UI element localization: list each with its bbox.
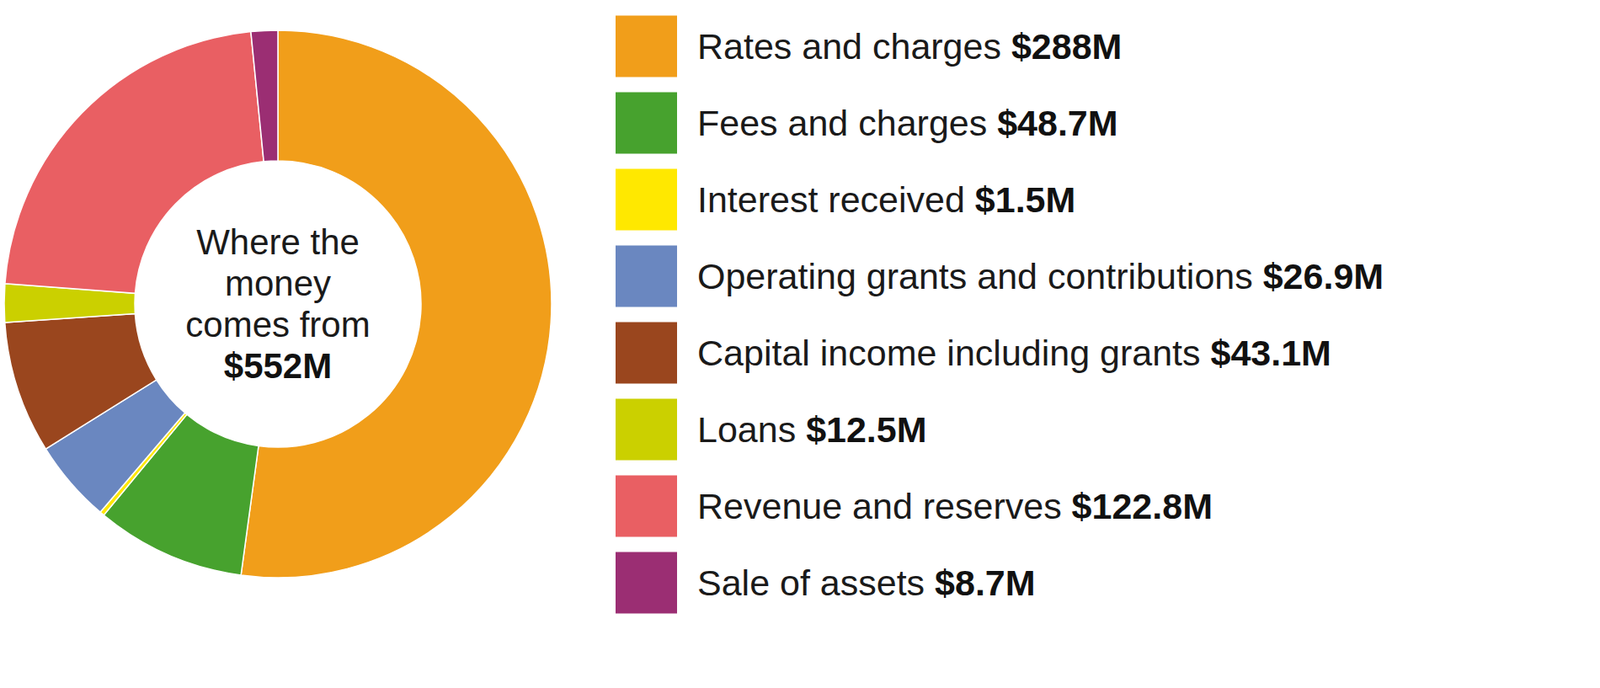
- legend-entry: Interest received $1.5M: [697, 179, 1076, 220]
- legend-label: Rates and charges: [697, 26, 1002, 67]
- legend-entry: Operating grants and contributions $26.9…: [697, 256, 1384, 297]
- legend-value: $8.7M: [934, 562, 1036, 603]
- legend-label: Loans: [697, 409, 796, 450]
- legend-entry: Revenue and reserves $122.8M: [697, 485, 1213, 527]
- legend-entry: Fees and charges $48.7M: [697, 102, 1119, 144]
- legend-swatch: [615, 399, 678, 461]
- legend-entry: Rates and charges $288M: [697, 26, 1122, 67]
- legend-swatch: [615, 475, 678, 538]
- legend-label: Revenue and reserves: [697, 485, 1062, 527]
- slice: [240, 30, 552, 578]
- legend-value: $122.8M: [1072, 485, 1213, 527]
- legend-entry: Loans $12.5M: [697, 409, 928, 450]
- legend-swatch: [615, 92, 678, 155]
- legend-swatch: [615, 322, 678, 384]
- slice: [250, 30, 278, 162]
- center-title: Where themoneycomes from: [185, 222, 370, 345]
- chart-svg: Where themoneycomes from$552MRates and c…: [0, 0, 1600, 688]
- legend-swatch: [615, 245, 678, 308]
- legend-label: Capital income including grants: [697, 332, 1201, 374]
- slice: [5, 314, 157, 450]
- legend-value: $43.1M: [1210, 332, 1332, 374]
- legend-swatch: [615, 16, 678, 78]
- center-total: $552M: [224, 346, 332, 386]
- chart-container: Where themoneycomes from$552MRates and c…: [0, 0, 1600, 688]
- legend-swatch: [615, 552, 678, 614]
- donut: Where themoneycomes from$552M: [4, 30, 552, 578]
- legend-label: Sale of assets: [697, 562, 925, 603]
- legend-label: Operating grants and contributions: [697, 256, 1254, 297]
- legend-label: Interest received: [697, 179, 966, 220]
- legend: Rates and charges $288M Fees and charges …: [615, 16, 1384, 614]
- legend-swatch: [615, 169, 678, 231]
- legend-value: $26.9M: [1263, 256, 1384, 297]
- legend-label: Fees and charges: [697, 102, 987, 144]
- legend-entry: Capital income including grants $43.1M: [697, 332, 1332, 374]
- legend-value: $48.7M: [997, 102, 1118, 144]
- legend-value: $12.5M: [805, 409, 927, 450]
- legend-value: $288M: [1011, 26, 1122, 67]
- legend-value: $1.5M: [975, 179, 1077, 220]
- legend-entry: Sale of assets $8.7M: [697, 562, 1036, 603]
